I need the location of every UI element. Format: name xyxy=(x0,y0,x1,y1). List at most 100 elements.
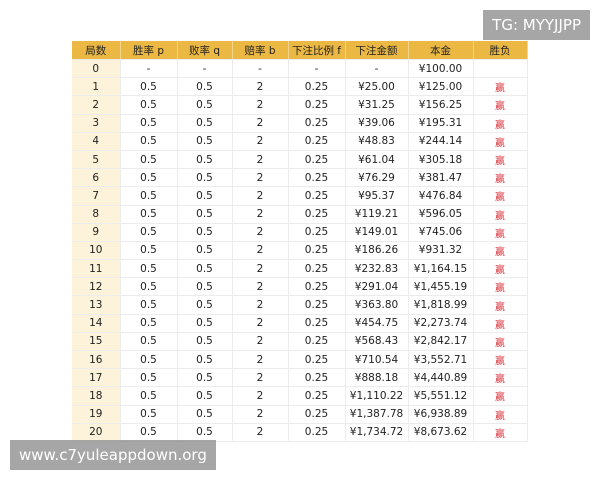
table-cell: - xyxy=(345,59,409,79)
result-cell: 赢 xyxy=(473,368,528,388)
table-cell: 0.25 xyxy=(288,77,346,97)
table-cell: ¥48.83 xyxy=(345,132,409,151)
table-cell: ¥125.00 xyxy=(408,77,474,97)
table-row: 15 0.5 0.5 2 0.25 ¥568.43 ¥2,842.17 赢 xyxy=(72,332,528,352)
table-cell: ¥61.04 xyxy=(345,150,409,170)
table-cell: ¥5,551.12 xyxy=(408,386,474,406)
result-cell: 赢 xyxy=(473,386,528,406)
table-cell: 0.5 xyxy=(120,277,178,297)
table-cell: ¥100.00 xyxy=(408,59,474,79)
table-cell: 0.25 xyxy=(288,277,346,297)
table-cell: 0.5 xyxy=(120,114,178,133)
header-cell: 胜率 p xyxy=(120,41,178,60)
table-cell: 0.5 xyxy=(120,386,178,406)
table-cell: 2 xyxy=(232,241,289,261)
table-cell: 2 xyxy=(232,95,289,115)
table-cell: ¥888.18 xyxy=(345,368,409,388)
table-cell: 0.25 xyxy=(288,241,346,261)
table-cell: 0.5 xyxy=(120,132,178,151)
table-cell: 0.5 xyxy=(177,77,233,97)
result-cell: 赢 xyxy=(473,350,528,370)
result-cell: 赢 xyxy=(473,332,528,352)
result-cell: 赢 xyxy=(473,186,528,206)
result-cell: 赢 xyxy=(473,132,528,151)
table-cell: 0.25 xyxy=(288,259,346,279)
table-cell: ¥232.83 xyxy=(345,259,409,279)
result-cell: 赢 xyxy=(473,168,528,188)
table-cell: - xyxy=(120,59,178,79)
table-cell: 0.5 xyxy=(177,386,233,406)
table-cell: 0.5 xyxy=(177,150,233,170)
table-cell: 0.5 xyxy=(120,314,178,333)
result-cell: 赢 xyxy=(473,114,528,133)
table-cell: ¥186.26 xyxy=(345,241,409,261)
table-cell: ¥1,734.72 xyxy=(345,423,409,442)
table-cell: 0.25 xyxy=(288,168,346,188)
table-cell: 12 xyxy=(72,277,121,297)
table-row: 2 0.5 0.5 2 0.25 ¥31.25 ¥156.25 赢 xyxy=(72,95,528,115)
table-cell: 2 xyxy=(232,295,289,315)
table-cell: 2 xyxy=(232,259,289,279)
table-cell: 0.5 xyxy=(177,259,233,279)
table-cell: 2 xyxy=(232,114,289,133)
table-cell: 0.5 xyxy=(177,132,233,151)
table-cell: 2 xyxy=(232,223,289,242)
table-cell: 0.5 xyxy=(120,223,178,242)
table-cell: 0.5 xyxy=(177,223,233,242)
table-cell: - xyxy=(288,59,346,79)
table-cell: 0.5 xyxy=(120,423,178,442)
table-cell: ¥454.75 xyxy=(345,314,409,333)
table-row: 6 0.5 0.5 2 0.25 ¥76.29 ¥381.47 赢 xyxy=(72,168,528,188)
table-cell: 5 xyxy=(72,150,121,170)
table-cell: 0.5 xyxy=(120,295,178,315)
table-cell: 2 xyxy=(232,277,289,297)
table-cell: ¥931.32 xyxy=(408,241,474,261)
table-cell: 1 xyxy=(72,77,121,97)
table-cell: 0.25 xyxy=(288,114,346,133)
table-cell: 0.5 xyxy=(177,241,233,261)
table-row: 8 0.5 0.5 2 0.25 ¥119.21 ¥596.05 赢 xyxy=(72,205,528,224)
table-cell: ¥568.43 xyxy=(345,332,409,352)
table-cell: ¥3,552.71 xyxy=(408,350,474,370)
table-cell: 11 xyxy=(72,259,121,279)
table-cell: 0.5 xyxy=(120,405,178,424)
table-cell: ¥363.80 xyxy=(345,295,409,315)
table-cell: 0.5 xyxy=(177,168,233,188)
table-cell: 15 xyxy=(72,332,121,352)
result-cell: 赢 xyxy=(473,314,528,333)
table-cell: 0.5 xyxy=(177,314,233,333)
table-cell: 2 xyxy=(232,77,289,97)
table-row: 17 0.5 0.5 2 0.25 ¥888.18 ¥4,440.89 赢 xyxy=(72,368,528,388)
table-cell: 2 xyxy=(232,405,289,424)
table-cell: 0.5 xyxy=(177,95,233,115)
result-cell: 赢 xyxy=(473,295,528,315)
table-cell: 0.25 xyxy=(288,350,346,370)
table-cell: ¥76.29 xyxy=(345,168,409,188)
header-cell: 赔率 b xyxy=(232,41,289,60)
table-cell: 0.5 xyxy=(177,332,233,352)
result-cell: 赢 xyxy=(473,241,528,261)
table-cell: 2 xyxy=(232,168,289,188)
table-cell: 2 xyxy=(232,205,289,224)
result-cell: 赢 xyxy=(473,277,528,297)
table-cell: 13 xyxy=(72,295,121,315)
table-cell: 2 xyxy=(232,368,289,388)
watermark: www.c7yuleappdown.org xyxy=(10,440,216,470)
table-cell: 2 xyxy=(232,132,289,151)
table-cell: 14 xyxy=(72,314,121,333)
table-row: 4 0.5 0.5 2 0.25 ¥48.83 ¥244.14 赢 xyxy=(72,132,528,151)
table-cell: ¥1,387.78 xyxy=(345,405,409,424)
table-cell: 2 xyxy=(232,186,289,206)
table-cell: ¥381.47 xyxy=(408,168,474,188)
table-cell: ¥31.25 xyxy=(345,95,409,115)
table-row: 5 0.5 0.5 2 0.25 ¥61.04 ¥305.18 赢 xyxy=(72,150,528,170)
table-cell: 0.5 xyxy=(120,368,178,388)
table-cell: - xyxy=(232,59,289,79)
table-cell: ¥2,842.17 xyxy=(408,332,474,352)
table-cell: ¥6,938.89 xyxy=(408,405,474,424)
table-cell: ¥39.06 xyxy=(345,114,409,133)
table-cell: 0.25 xyxy=(288,405,346,424)
table-cell: 0.25 xyxy=(288,368,346,388)
table-cell: 0.25 xyxy=(288,314,346,333)
table-cell: ¥710.54 xyxy=(345,350,409,370)
